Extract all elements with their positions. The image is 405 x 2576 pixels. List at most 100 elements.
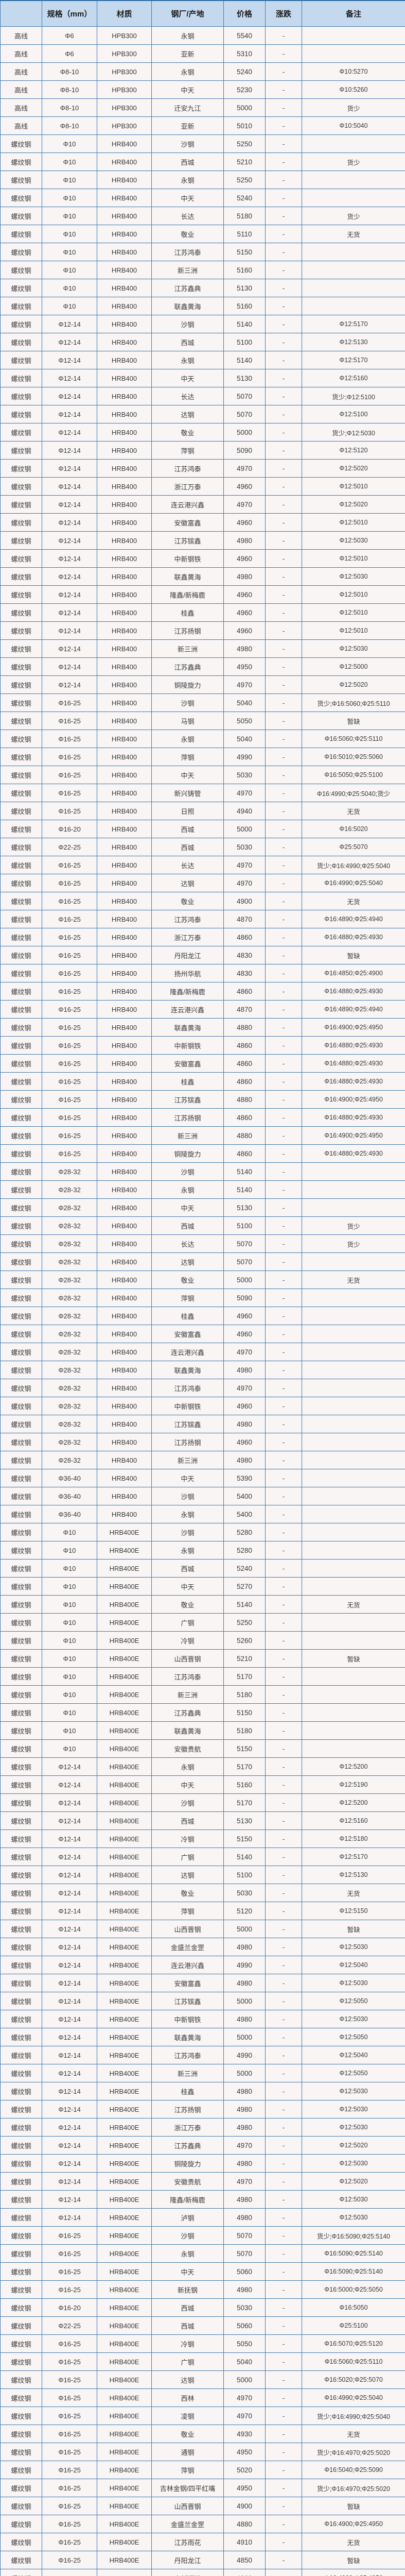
- cell-material: HRB400E: [97, 1757, 152, 1776]
- cell-price: 4980: [223, 2208, 266, 2227]
- table-row: 螺纹钢 Φ10 HRB400E 安徽贵航 5150 -: [0, 1739, 405, 1758]
- cell-mill: 隆鑫/新梅鹿: [151, 982, 224, 1001]
- cell-mill: 沙钢: [151, 2226, 224, 2245]
- cell-spec: Φ10: [42, 1649, 97, 1668]
- table-row: 螺纹钢 Φ12-14 HRB400 江苏扬钢 4960 - Φ12:5010: [0, 621, 405, 640]
- cell-note: [302, 189, 405, 207]
- cell-change: -: [265, 1757, 302, 1776]
- cell-note: [302, 26, 405, 45]
- cell-note: 货少;Φ12:5030: [302, 423, 405, 442]
- cell-note: Φ12:5130: [302, 333, 405, 351]
- cell-spec: Φ12-14: [42, 513, 97, 532]
- table-row: 螺纹钢 Φ12-14 HRB400 中天 5130 - Φ12:5160: [0, 369, 405, 387]
- cell-spec: Φ12-14: [42, 585, 97, 604]
- cell-spec: Φ10: [42, 261, 97, 279]
- cell-change: -: [265, 2190, 302, 2209]
- cell-note: Φ16:4900;Φ25:4950: [302, 2515, 405, 2533]
- cell-change: -: [265, 315, 302, 333]
- cell-spec: Φ16-25: [42, 1054, 97, 1073]
- cell-spec: Φ12-14: [42, 2136, 97, 2155]
- cell-material: HRB400E: [97, 2479, 152, 2497]
- table-row: 螺纹钢 Φ28-32 HRB400 沙钢 5140 -: [0, 1162, 405, 1181]
- cell-product: 螺纹钢: [0, 225, 42, 243]
- cell-mill: 江苏鸿泰: [151, 243, 224, 261]
- cell-material: HRB400: [97, 730, 152, 748]
- cell-change: -: [265, 1992, 302, 2010]
- cell-price: 5140: [223, 351, 266, 369]
- cell-change: -: [265, 1541, 302, 1560]
- table-row: 螺纹钢 Φ16-25 HRB400 联鑫黄海 4880 - Φ16:4900;Φ…: [0, 1018, 405, 1037]
- cell-material: HRB400E: [97, 1649, 152, 1668]
- cell-product: 螺纹钢: [0, 549, 42, 568]
- cell-material: HRB400: [97, 693, 152, 712]
- cell-material: HPB300: [97, 62, 152, 81]
- cell-product: 螺纹钢: [0, 531, 42, 550]
- cell-product: 螺纹钢: [0, 1036, 42, 1055]
- cell-mill: 沙钢: [151, 1162, 224, 1181]
- cell-price: 5000: [223, 98, 266, 117]
- cell-product: 螺纹钢: [0, 134, 42, 153]
- cell-spec: Φ16-25: [42, 928, 97, 946]
- cell-material: HRB400E: [97, 2533, 152, 2551]
- cell-material: HRB400E: [97, 2443, 152, 2461]
- cell-price: 4910: [223, 2533, 266, 2551]
- table-row: 螺纹钢 Φ12-14 HRB400 沙钢 5140 - Φ12:5170: [0, 315, 405, 333]
- cell-spec: Φ12-14: [42, 2190, 97, 2209]
- cell-spec: Φ16-25: [42, 2497, 97, 2515]
- cell-product: 螺纹钢: [0, 2497, 42, 2515]
- cell-material: HRB400E: [97, 1685, 152, 1704]
- cell-spec: Φ12-14: [42, 1848, 97, 1866]
- cell-change: -: [265, 513, 302, 532]
- table-row: 螺纹钢 Φ10 HRB400E 中天 5270 -: [0, 1577, 405, 1596]
- table-row: 螺纹钢 Φ12-14 HRB400 浙江万泰 4960 - Φ12:5010: [0, 477, 405, 496]
- cell-note: Φ12:5160: [302, 1811, 405, 1830]
- cell-price: 4980: [223, 1361, 266, 1379]
- cell-note: 货少: [302, 152, 405, 171]
- cell-spec: Φ10: [42, 225, 97, 243]
- cell-mill: 萍钢: [151, 441, 224, 460]
- cell-material: HRB400: [97, 1036, 152, 1055]
- table-row: 螺纹钢 Φ10 HRB400E 山西晋钢 5210 - 暂缺: [0, 1649, 405, 1668]
- cell-note: [302, 1685, 405, 1704]
- cell-material: HRB400E: [97, 1595, 152, 1614]
- table-row: 螺纹钢 Φ12-14 HRB400E 萍钢 5120 - Φ12:5150: [0, 1902, 405, 1920]
- cell-spec: Φ8-10: [42, 80, 97, 99]
- table-row: 螺纹钢 Φ10 HRB400E 敬业 5140 - 无货: [0, 1595, 405, 1614]
- cell-product: 螺纹钢: [0, 1775, 42, 1794]
- cell-price: 4850: [223, 2551, 266, 2569]
- cell-note: [302, 1325, 405, 1343]
- cell-note: Φ12:5030: [302, 2082, 405, 2100]
- cell-spec: Φ16-25: [42, 2461, 97, 2479]
- cell-product: 螺纹钢: [0, 513, 42, 532]
- cell-price: 5140: [223, 315, 266, 333]
- cell-material: HRB400: [97, 1307, 152, 1325]
- table-row: 螺纹钢 Φ10 HRB400 西城 5210 - 货少: [0, 152, 405, 171]
- cell-material: HRB400: [97, 892, 152, 910]
- table-row: 高线 Φ8-10 HPB300 迁安九江 5000 - 货少: [0, 98, 405, 117]
- cell-product: 螺纹钢: [0, 2298, 42, 2317]
- cell-material: HRB400: [97, 261, 152, 279]
- cell-material: HRB400E: [97, 2316, 152, 2335]
- cell-spec: Φ28-32: [42, 1433, 97, 1451]
- cell-spec: Φ28-32: [42, 1198, 97, 1217]
- cell-note: [302, 1451, 405, 1469]
- table-row: 螺纹钢 Φ12-14 HRB400 敬业 5000 - 货少;Φ12:5030: [0, 423, 405, 442]
- table-row: 螺纹钢 Φ16-25 HRB400E 广钢 5040 - Φ16:5060;Φ2…: [0, 2352, 405, 2371]
- cell-spec: Φ16-25: [42, 2244, 97, 2263]
- cell-spec: Φ16-25: [42, 802, 97, 820]
- table-row: 螺纹钢 Φ28-32 HRB400 江苏扬钢 4960 -: [0, 1433, 405, 1451]
- cell-material: HRB400: [97, 1198, 152, 1217]
- cell-mill: 亚新: [151, 116, 224, 135]
- cell-spec: Φ16-25: [42, 2479, 97, 2497]
- cell-change: -: [265, 44, 302, 63]
- cell-material: HRB400: [97, 874, 152, 892]
- cell-price: 4980: [223, 2190, 266, 2209]
- cell-mill: 中天: [151, 369, 224, 387]
- cell-mill: 长达: [151, 387, 224, 405]
- cell-change: -: [265, 531, 302, 550]
- cell-change: -: [265, 1162, 302, 1181]
- cell-note: [302, 1559, 405, 1578]
- table-row: 螺纹钢 Φ28-32 HRB400 新三洲 4980 -: [0, 1451, 405, 1469]
- cell-change: -: [265, 387, 302, 405]
- cell-change: -: [265, 134, 302, 153]
